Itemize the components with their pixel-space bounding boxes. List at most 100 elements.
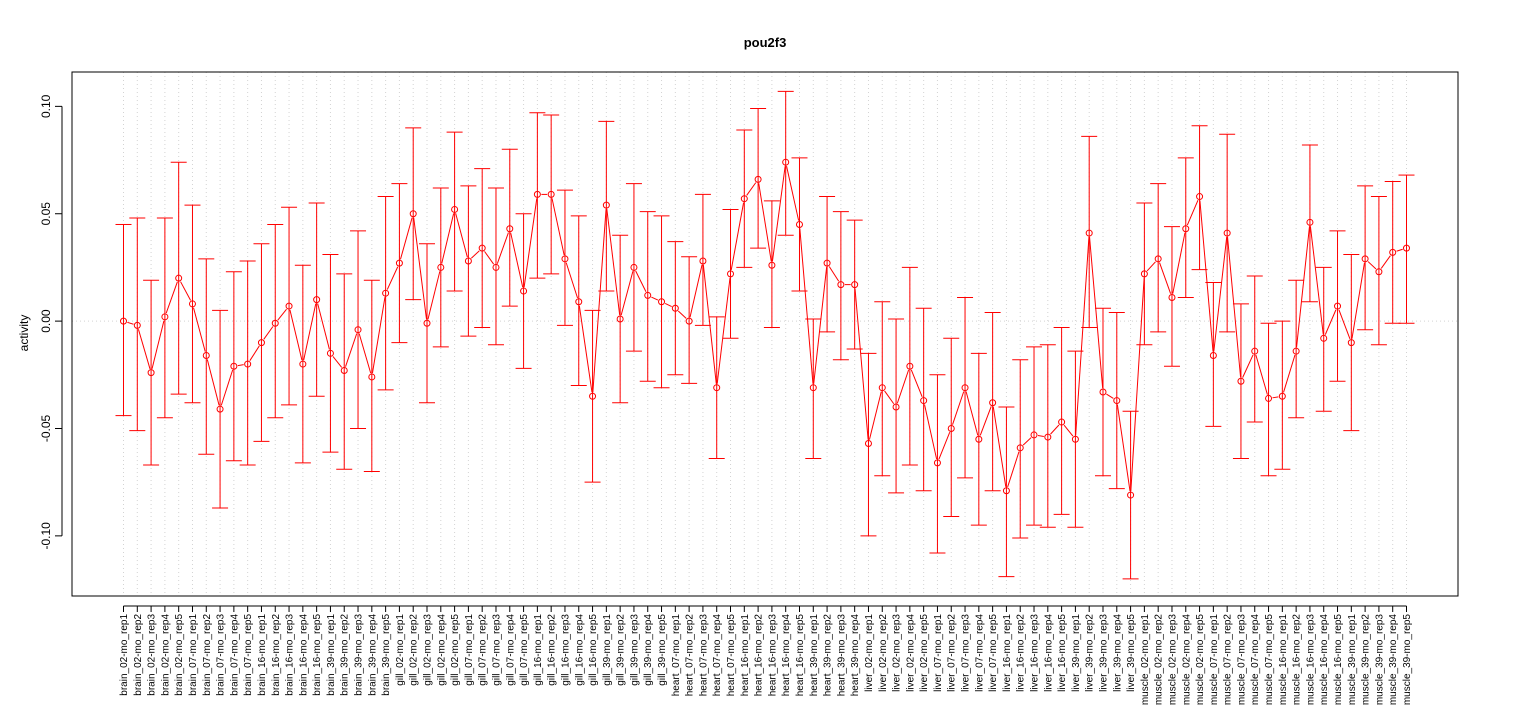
series-line-segment	[786, 165, 800, 221]
x-tick-label: muscle_39-mo_rep4	[1388, 614, 1399, 706]
data-point	[685, 317, 693, 325]
x-tick-label: gill_02-mo_rep3	[423, 614, 434, 686]
series-line-segment	[1050, 424, 1060, 435]
data-point	[1071, 435, 1079, 443]
data-point	[244, 360, 252, 368]
x-tick-label: heart_39-mo_rep2	[823, 614, 834, 697]
series-line-segment	[1063, 424, 1074, 437]
x-tick-label: gill_07-mo_rep5	[519, 614, 530, 686]
data-point	[644, 291, 652, 299]
series-line-segment	[1199, 200, 1214, 352]
data-point	[313, 296, 321, 304]
series-line-segment	[332, 356, 343, 368]
data-point	[257, 339, 265, 347]
x-tick-label: heart_16-mo_rep1	[740, 614, 751, 697]
x-tick-label: gill_39-mo_rep3	[629, 614, 640, 686]
series-line-segment	[1172, 232, 1186, 294]
data-point	[1113, 397, 1121, 405]
x-tick-label: brain_39-mo_rep2	[340, 614, 351, 696]
series-line-segment	[496, 232, 509, 264]
x-tick-label: brain_39-mo_rep5	[381, 614, 392, 696]
series-line-segment	[677, 310, 687, 319]
series-line-segment	[455, 213, 468, 258]
x-tick-label: gill_07-mo_rep2	[478, 614, 489, 686]
x-tick-label: liver_16-mo_rep2	[1016, 614, 1027, 692]
x-tick-label: liver_07-mo_rep2	[947, 614, 958, 692]
data-point	[1044, 433, 1052, 441]
data-point	[354, 326, 362, 334]
data-point	[658, 298, 666, 306]
data-point	[1347, 339, 1355, 347]
x-tick-label: muscle_02-mo_rep4	[1181, 614, 1192, 706]
series-line-segment	[965, 391, 979, 436]
series-line-segment	[1022, 437, 1032, 446]
series-line-segment	[716, 277, 731, 384]
data-point	[1265, 394, 1273, 402]
data-point	[989, 399, 997, 407]
data-point	[230, 362, 238, 370]
x-tick-label: liver_07-mo_rep4	[974, 614, 985, 692]
x-tick-label: heart_16-mo_rep5	[795, 614, 806, 697]
x-tick-label: liver_07-mo_rep5	[988, 614, 999, 692]
data-point	[1140, 270, 1148, 278]
series-line-segment	[1380, 255, 1391, 269]
series-line-segment	[1255, 354, 1268, 395]
x-tick-label: liver_39-mo_rep1	[1071, 614, 1082, 692]
series-line-segment	[651, 296, 659, 301]
x-tick-label: brain_16-mo_rep3	[285, 614, 296, 696]
data-point	[340, 367, 348, 375]
series-line-segment	[979, 406, 992, 436]
x-tick-label: gill_39-mo_rep2	[616, 614, 627, 686]
x-tick-label: muscle_02-mo_rep2	[1154, 614, 1165, 706]
series-line-segment	[771, 166, 786, 262]
data-point	[906, 362, 914, 370]
series-line-segment	[263, 326, 274, 340]
series-line-segment	[180, 281, 192, 301]
data-point	[768, 261, 776, 269]
series-line-segment	[386, 266, 399, 290]
x-tick-label: heart_07-mo_rep5	[726, 614, 737, 697]
series-line-segment	[1037, 435, 1044, 437]
series-line-segment	[1213, 236, 1228, 352]
series-line-segment	[689, 264, 703, 318]
x-tick-label: liver_39-mo_rep2	[1085, 614, 1096, 692]
series-line-segment	[1324, 309, 1337, 335]
series-line-segment	[635, 270, 647, 292]
series-line-segment	[523, 198, 538, 288]
data-point	[133, 321, 141, 329]
x-tick-label: heart_07-mo_rep2	[685, 614, 696, 697]
x-tick-label: gill_07-mo_rep1	[464, 614, 475, 686]
x-tick-label: gill_02-mo_rep1	[395, 614, 406, 686]
data-point	[1223, 229, 1231, 237]
x-tick-label: gill_16-mo_rep2	[547, 614, 558, 686]
series-line-segment	[137, 329, 151, 369]
data-point	[1127, 491, 1135, 499]
x-tick-label: muscle_07-mo_rep5	[1264, 614, 1275, 706]
x-tick-label: liver_02-mo_rep3	[892, 614, 903, 692]
error-bar-layer	[115, 90, 1415, 580]
data-point	[1306, 218, 1314, 226]
series-line-segment	[565, 262, 579, 299]
y-tick-label: -0.05	[39, 414, 53, 442]
data-point	[492, 263, 500, 271]
x-tick-label: muscle_07-mo_rep2	[1223, 614, 1234, 706]
data-point	[1016, 444, 1024, 452]
y-axis-label: activity	[17, 315, 31, 352]
data-point	[920, 397, 928, 405]
x-tick-label: gill_16-mo_rep3	[560, 614, 571, 686]
data-point	[520, 287, 528, 295]
data-point	[561, 255, 569, 263]
series-line-segment	[413, 217, 428, 320]
series-line-segment	[1159, 262, 1172, 294]
series-line-segment	[702, 264, 717, 384]
data-point	[1334, 302, 1342, 310]
data-point	[851, 281, 859, 289]
data-point	[478, 244, 486, 252]
x-tick-label: liver_39-mo_rep3	[1098, 614, 1109, 692]
series-line-segment	[1338, 309, 1351, 340]
series-line-segment	[1272, 396, 1279, 399]
x-tick-label: brain_02-mo_rep5	[174, 614, 185, 696]
x-tick-label: brain_07-mo_rep5	[243, 614, 254, 696]
x-tick-label: gill_39-mo_rep4	[643, 614, 654, 686]
